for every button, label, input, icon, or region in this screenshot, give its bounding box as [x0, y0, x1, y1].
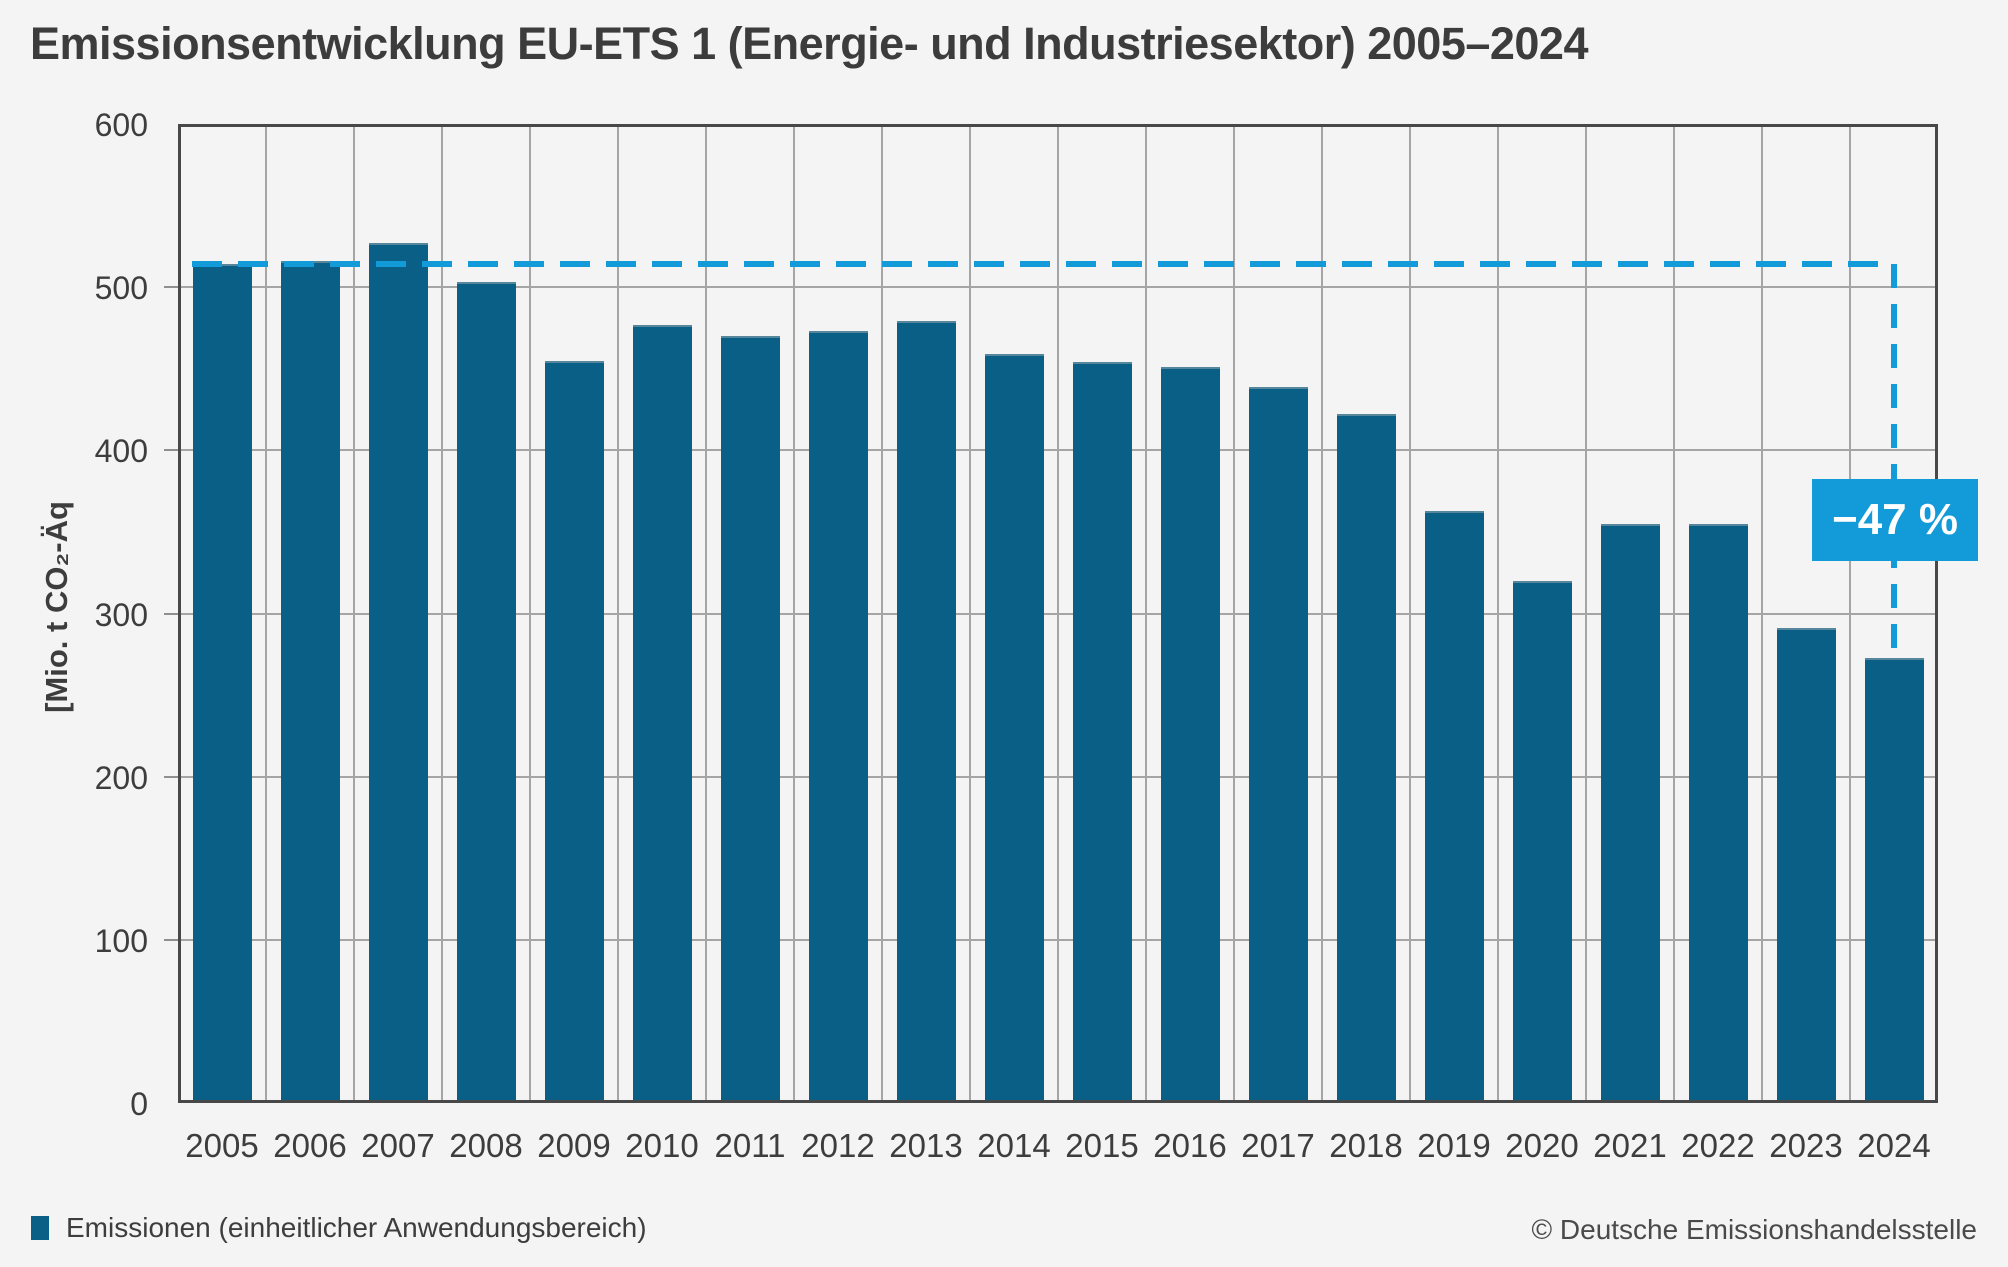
bar-2008: [456, 282, 516, 1103]
bar-2017: [1248, 386, 1308, 1103]
y-tickmark-100: [164, 938, 178, 941]
plot-area: −47 % 0 100 200 300 400 500 600 2005 2006 2007 20…: [95, 107, 1978, 1164]
gridline-v-18: [1761, 124, 1763, 1103]
y-tick-label-600: 600: [94, 107, 148, 143]
gridline-v-6: [705, 124, 707, 1103]
gridline-v-13: [1321, 124, 1323, 1103]
legend-swatch: [31, 1216, 49, 1240]
bar-2022: [1688, 523, 1748, 1103]
gridline-v-16: [1585, 124, 1587, 1103]
y-tickmark-400: [164, 449, 178, 452]
gridline-v-8: [881, 124, 883, 1103]
x-tick-label-2018: 2018: [1329, 1127, 1403, 1164]
y-tick-label-0: 0: [130, 1086, 148, 1122]
reference-dashed-line: [192, 261, 1894, 268]
bar-2014: [984, 354, 1044, 1103]
bar-2012: [808, 331, 868, 1103]
x-tick-label-2013: 2013: [889, 1127, 963, 1164]
gridline-v-10: [1057, 124, 1059, 1103]
y-tickmark-300: [164, 612, 178, 615]
percent-change-badge: −47 %: [1812, 479, 1978, 561]
x-tick-label-2024: 2024: [1857, 1127, 1931, 1164]
y-tick-label-500: 500: [94, 270, 148, 307]
copyright-text: © Deutsche Emissionshandelsstelle: [1531, 1214, 1977, 1245]
y-axis-tick-labels: 0 100 200 300 400 500 600: [95, 107, 1938, 1122]
chart-title: Emissionsentwicklung EU-ETS 1 (Energie- …: [30, 18, 1588, 69]
x-tick-label-2021: 2021: [1593, 1127, 1667, 1164]
gridline-v-3: [441, 124, 443, 1103]
y-tick-label-400: 400: [94, 433, 148, 470]
x-tick-label-2005: 2005: [185, 1127, 259, 1164]
x-tick-label-2023: 2023: [1769, 1127, 1843, 1164]
x-tick-label-2012: 2012: [801, 1127, 875, 1164]
gridline-v-7: [793, 124, 795, 1103]
gridline-v-15: [1497, 124, 1499, 1103]
bar-2009: [544, 360, 604, 1103]
bar-2021: [1600, 523, 1660, 1103]
x-tick-label-2007: 2007: [361, 1127, 435, 1164]
bar-2007: [368, 243, 428, 1103]
bar-2010: [632, 324, 692, 1103]
bar-2016: [1160, 367, 1220, 1103]
x-tick-label-2011: 2011: [714, 1127, 786, 1164]
drop-dashed-line: [1891, 264, 1897, 658]
gridline-v-4: [529, 124, 531, 1103]
bar-2024: [1864, 657, 1924, 1103]
y-tickmark-500: [164, 286, 178, 289]
x-tick-label-2019: 2019: [1417, 1127, 1491, 1164]
bar-2006: [280, 261, 340, 1103]
bar-2013: [896, 321, 956, 1103]
gridline-v-2: [353, 124, 355, 1103]
gridline-v-9: [969, 124, 971, 1103]
bar-2015: [1072, 362, 1132, 1103]
x-tick-label-2006: 2006: [273, 1127, 347, 1164]
bar-2018: [1336, 414, 1396, 1103]
gridline-v-12: [1233, 124, 1235, 1103]
legend: Emissionen (einheitlicher Anwendungsbere…: [31, 1206, 647, 1250]
x-tick-label-2016: 2016: [1153, 1127, 1227, 1164]
gridline-v-17: [1673, 124, 1675, 1103]
x-tick-label-2017: 2017: [1241, 1127, 1315, 1164]
legend-label: Emissionen (einheitlicher Anwendungsbere…: [66, 1212, 647, 1243]
x-tick-label-2009: 2009: [537, 1127, 611, 1164]
bar-2005: [192, 264, 252, 1103]
x-tick-label-2015: 2015: [1065, 1127, 1139, 1164]
x-tick-label-2014: 2014: [977, 1127, 1051, 1164]
bar-2011: [720, 336, 780, 1103]
gridline-v-1: [265, 124, 267, 1103]
gridline-v-11: [1145, 124, 1147, 1103]
x-tick-label-2010: 2010: [625, 1127, 699, 1164]
bar-2020: [1512, 580, 1572, 1103]
gridline-v-14: [1409, 124, 1411, 1103]
gridline-v-19: [1849, 124, 1851, 1103]
x-axis-tick-labels: 2005 2006 2007 2008 2009 2010 2011 2012 2013 2014…: [178, 124, 1938, 1164]
gridlines: [164, 124, 1938, 1103]
x-tick-label-2008: 2008: [449, 1127, 523, 1164]
gridline-v-5: [617, 124, 619, 1103]
y-tick-label-300: 300: [94, 596, 148, 633]
bar-series: [178, 124, 1938, 1103]
x-tick-label-2020: 2020: [1505, 1127, 1579, 1164]
x-tick-label-2022: 2022: [1681, 1127, 1755, 1164]
y-tick-label-100: 100: [94, 922, 148, 959]
bar-2023: [1776, 628, 1836, 1103]
y-tick-label-200: 200: [94, 759, 148, 796]
bar-2019: [1424, 510, 1484, 1103]
y-tickmark-200: [164, 775, 178, 778]
